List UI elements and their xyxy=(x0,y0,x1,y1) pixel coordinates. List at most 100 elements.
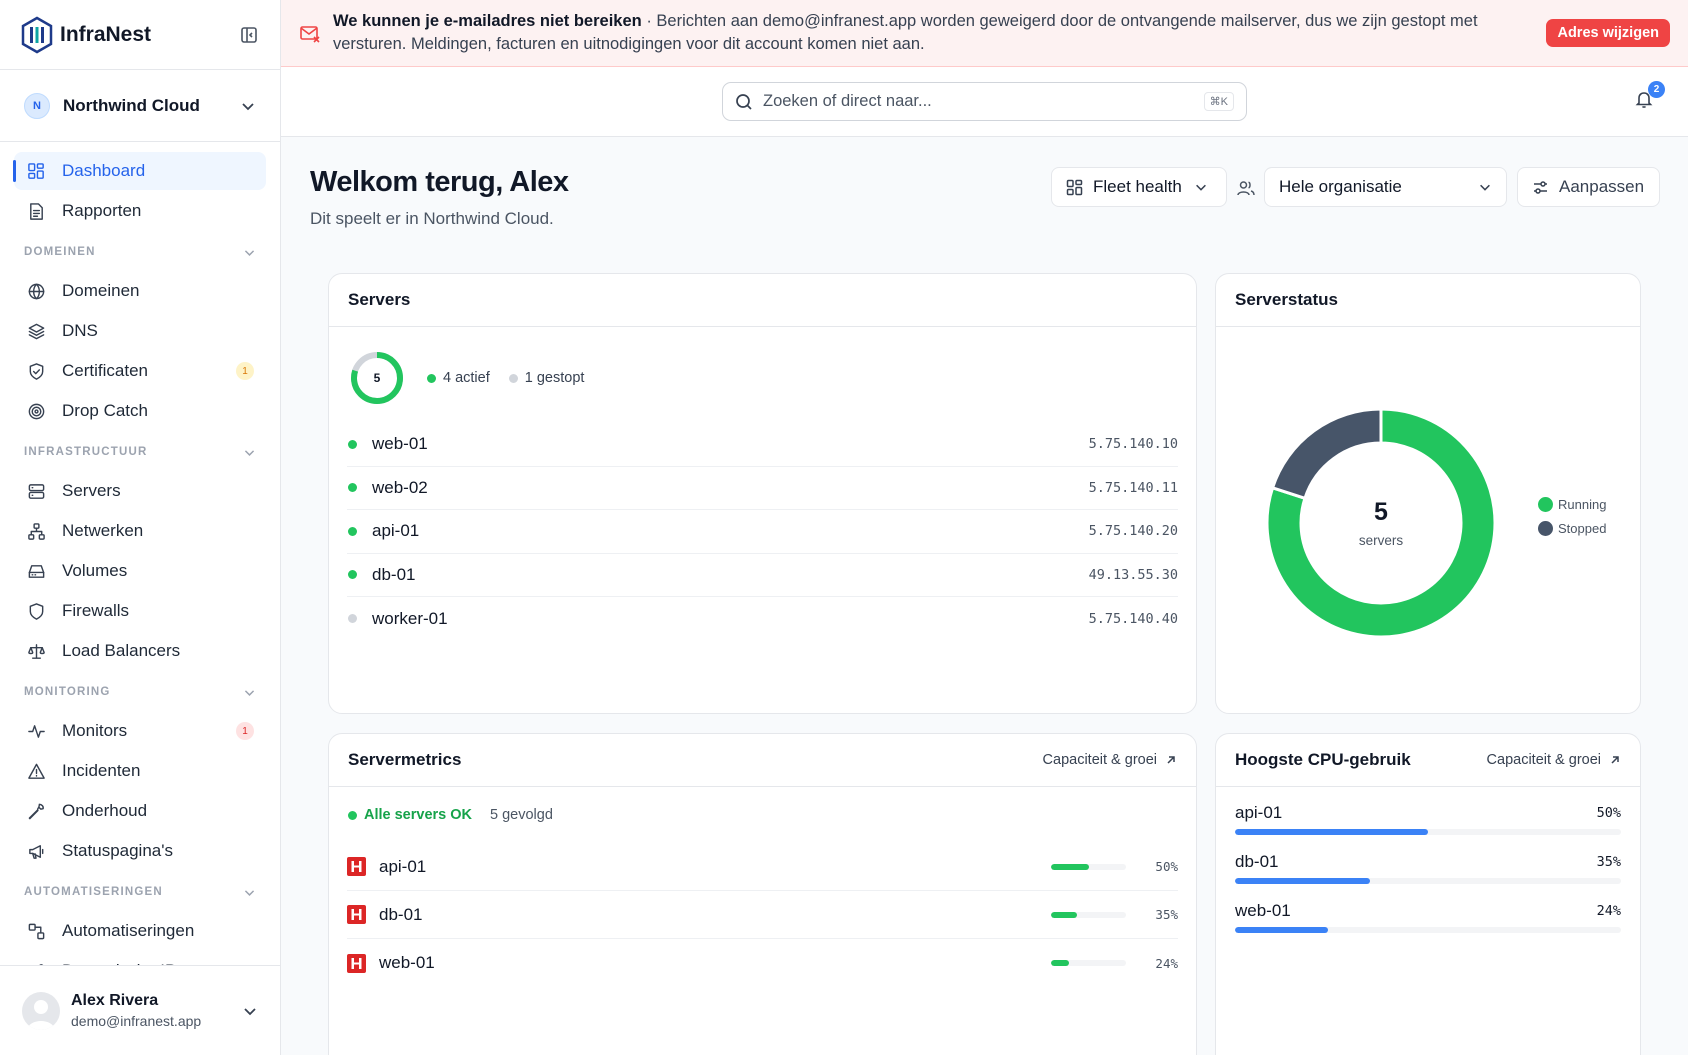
hetzner-logo-icon xyxy=(347,953,366,973)
cpu-row[interactable]: api-01 50% xyxy=(1235,803,1621,852)
user-name: Alex Rivera xyxy=(71,992,159,1009)
sidebar-item-label: Volumes xyxy=(62,561,128,580)
chevron-down-icon xyxy=(244,1007,256,1015)
legend-active: 4 actief xyxy=(427,370,490,386)
metric-row[interactable]: api-01 50% xyxy=(347,843,1178,891)
metric-row[interactable]: db-01 35% xyxy=(347,891,1178,939)
sidebar-item-volumes[interactable]: Volumes xyxy=(14,552,266,590)
org-switcher[interactable]: N Northwind Cloud xyxy=(0,70,280,142)
workflow-icon xyxy=(26,921,46,941)
servers-total: 5 xyxy=(373,371,381,385)
donut-slice-running[interactable] xyxy=(1265,407,1497,639)
sidebar-item-servers[interactable]: Servers xyxy=(14,472,266,510)
sidebar-item-label: Firewalls xyxy=(62,601,130,620)
sidebar-item-automatiseringen[interactable]: Automatiseringen xyxy=(14,912,266,950)
card-title: Serverstatus xyxy=(1235,290,1339,309)
hetzner-logo-icon xyxy=(347,905,366,924)
sidebar-item-statuspagina-s[interactable]: Statuspagina's xyxy=(14,832,266,870)
hard-drive-icon xyxy=(26,561,46,581)
sidebar-item-drop-catch[interactable]: Drop Catch xyxy=(14,392,266,430)
server-metrics-card: Servermetrics Capaciteit & groei Alle se… xyxy=(328,733,1197,1055)
metric-row[interactable]: web-01 24% xyxy=(347,939,1178,987)
app-name: InfraNest xyxy=(60,22,152,46)
legend-running[interactable]: Running xyxy=(1538,492,1606,516)
cpu-row[interactable]: web-01 24% xyxy=(1235,901,1621,950)
section-header[interactable]: AUTOMATISERINGEN xyxy=(14,872,266,912)
sidebar-item-label: Servers xyxy=(62,481,121,500)
server-status-card: Serverstatus 5 servers Running Stopped xyxy=(1215,273,1641,714)
sidebar-item-incidenten[interactable]: Incidenten xyxy=(14,752,266,790)
sidebar-item-label: Incidenten xyxy=(62,761,141,780)
sidebar-item-label: Onderhoud xyxy=(62,801,148,820)
notification-count-badge: 2 xyxy=(1648,81,1665,98)
servers-mini-donut: 5 xyxy=(349,350,405,406)
shield-icon xyxy=(26,601,46,621)
sidebar-item-label: Domeinen xyxy=(62,281,140,300)
cpu-row[interactable]: db-01 35% xyxy=(1235,852,1621,901)
server-row[interactable]: db-01 49.13.55.30 xyxy=(347,554,1178,597)
collapse-sidebar-icon[interactable] xyxy=(238,24,260,46)
section-title: AUTOMATISERINGEN xyxy=(24,886,163,898)
donut-center-value: 5 xyxy=(1374,498,1388,526)
cpu-bar xyxy=(1235,829,1621,835)
notifications-button[interactable]: 2 xyxy=(1634,81,1665,113)
user-menu[interactable]: Alex Rivera demo@infranest.app xyxy=(0,965,280,1055)
server-icon xyxy=(26,481,46,501)
view-selector-label: Fleet health xyxy=(1093,177,1182,196)
capacity-link[interactable]: Capaciteit & groei xyxy=(1487,752,1621,768)
usage-bar xyxy=(1051,863,1126,870)
chevron-down-icon xyxy=(242,102,254,110)
infranest-logo-icon[interactable] xyxy=(20,16,54,54)
server-row[interactable]: api-01 5.75.140.20 xyxy=(347,510,1178,554)
servers-card: Servers 5 4 actief 1 gestopt web-01 5.75.… xyxy=(328,273,1197,714)
dashboard-icon xyxy=(26,161,46,181)
cpu-bar xyxy=(1235,927,1621,933)
sidebar-item-firewalls[interactable]: Firewalls xyxy=(14,592,266,630)
network-icon xyxy=(26,521,46,541)
globe-icon xyxy=(26,281,46,301)
status-dot xyxy=(348,526,357,536)
change-address-button[interactable]: Adres wijzigen xyxy=(1546,19,1670,47)
donut-center-label: servers xyxy=(1358,533,1404,548)
section-title: INFRASTRUCTUUR xyxy=(24,446,148,458)
server-name: db-01 xyxy=(379,904,423,924)
sidebar-item-certificaten[interactable]: Certificaten 1 xyxy=(14,352,266,390)
sidebar-item-dashboard[interactable]: Dashboard xyxy=(13,152,266,190)
dashboard-icon xyxy=(1066,179,1083,195)
card-title: Hoogste CPU-gebruik xyxy=(1235,750,1411,769)
capacity-link[interactable]: Capaciteit & groei xyxy=(1043,752,1177,768)
cpu-percent: 24% xyxy=(1596,903,1621,919)
section-header[interactable]: INFRASTRUCTUUR xyxy=(14,432,266,472)
alert-triangle-icon xyxy=(26,761,46,781)
sidebar-item-label: Certificaten xyxy=(62,361,148,380)
server-name: db-01 xyxy=(1235,852,1279,871)
mail-error-icon xyxy=(300,26,320,43)
section-header[interactable]: MONITORING xyxy=(14,672,266,712)
sidebar-item-monitors[interactable]: Monitors 1 xyxy=(14,712,266,750)
donut-center: 5 servers xyxy=(1265,407,1497,639)
customize-button[interactable]: Aanpassen xyxy=(1517,167,1660,207)
search-placeholder: Zoeken of direct naar... xyxy=(763,92,932,110)
view-selector[interactable]: Fleet health xyxy=(1051,167,1227,207)
customize-label: Aanpassen xyxy=(1559,177,1645,196)
sidebar-item-onderhoud[interactable]: Onderhoud xyxy=(14,792,266,830)
server-row[interactable]: worker-01 5.75.140.40 xyxy=(347,597,1178,641)
banner-title: We kunnen je e-mailadres niet bereiken xyxy=(333,12,642,30)
sidebar-item-load-balancers[interactable]: Load Balancers xyxy=(14,632,266,670)
sidebar-item-netwerken[interactable]: Netwerken xyxy=(14,512,266,550)
legend-stopped[interactable]: Stopped xyxy=(1538,516,1606,540)
scope-selector[interactable]: Hele organisatie xyxy=(1264,167,1507,207)
chevron-down-icon xyxy=(1480,184,1490,191)
org-name: Northwind Cloud xyxy=(63,95,200,115)
server-row[interactable]: web-02 5.75.140.11 xyxy=(347,467,1178,510)
layers-icon xyxy=(26,321,46,341)
sidebar-item-label: Monitors xyxy=(62,721,128,740)
sidebar-item-domeinen[interactable]: Domeinen xyxy=(14,272,266,310)
section-header[interactable]: DOMEINEN xyxy=(14,232,266,272)
server-name: db-01 xyxy=(372,564,416,584)
sidebar-item-dns[interactable]: DNS xyxy=(14,312,266,350)
server-row[interactable]: web-01 5.75.140.10 xyxy=(347,423,1178,467)
donut-slice-stopped[interactable] xyxy=(1270,407,1383,501)
search-input[interactable]: Zoeken of direct naar... ⌘K xyxy=(722,82,1247,121)
sidebar-item-rapporten[interactable]: Rapporten xyxy=(14,192,266,230)
